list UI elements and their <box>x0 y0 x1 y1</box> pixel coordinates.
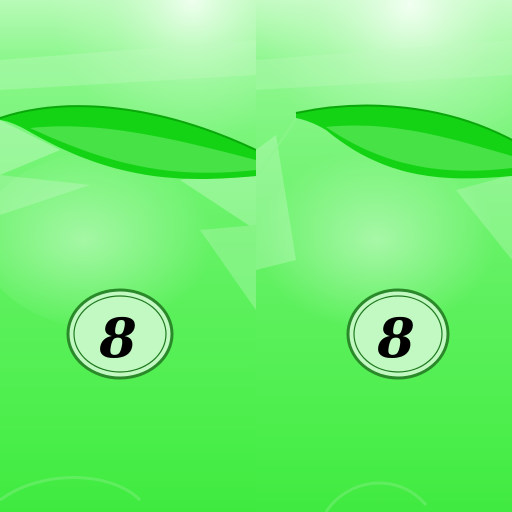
panel-left-fog <box>0 150 240 330</box>
panel-right-seam <box>256 117 297 176</box>
panel-left-art: 8 <box>0 0 256 512</box>
panel-right-art: 8 <box>256 0 512 512</box>
panel-left-stripe-inner <box>30 126 256 173</box>
panel-right-fog <box>256 150 496 330</box>
panel-right-streaks <box>256 40 512 270</box>
panel-left-stripe-edge <box>0 105 256 151</box>
number-badge-right: 8 <box>346 288 450 380</box>
panel-right-lower-detail <box>324 481 428 512</box>
badge-number-left: 8 <box>98 306 137 370</box>
texture-panel-left: 8 <box>0 0 256 512</box>
texture-panel-right: 8 <box>256 0 512 512</box>
panel-right-stripe-edge <box>295 104 512 141</box>
panel-left-streaks <box>0 40 256 310</box>
badge-number-right: 8 <box>376 306 415 370</box>
panel-left-lower-detail <box>0 476 142 502</box>
number-badge-left: 8 <box>66 288 174 380</box>
panel-right-stripe-inner <box>326 125 512 171</box>
